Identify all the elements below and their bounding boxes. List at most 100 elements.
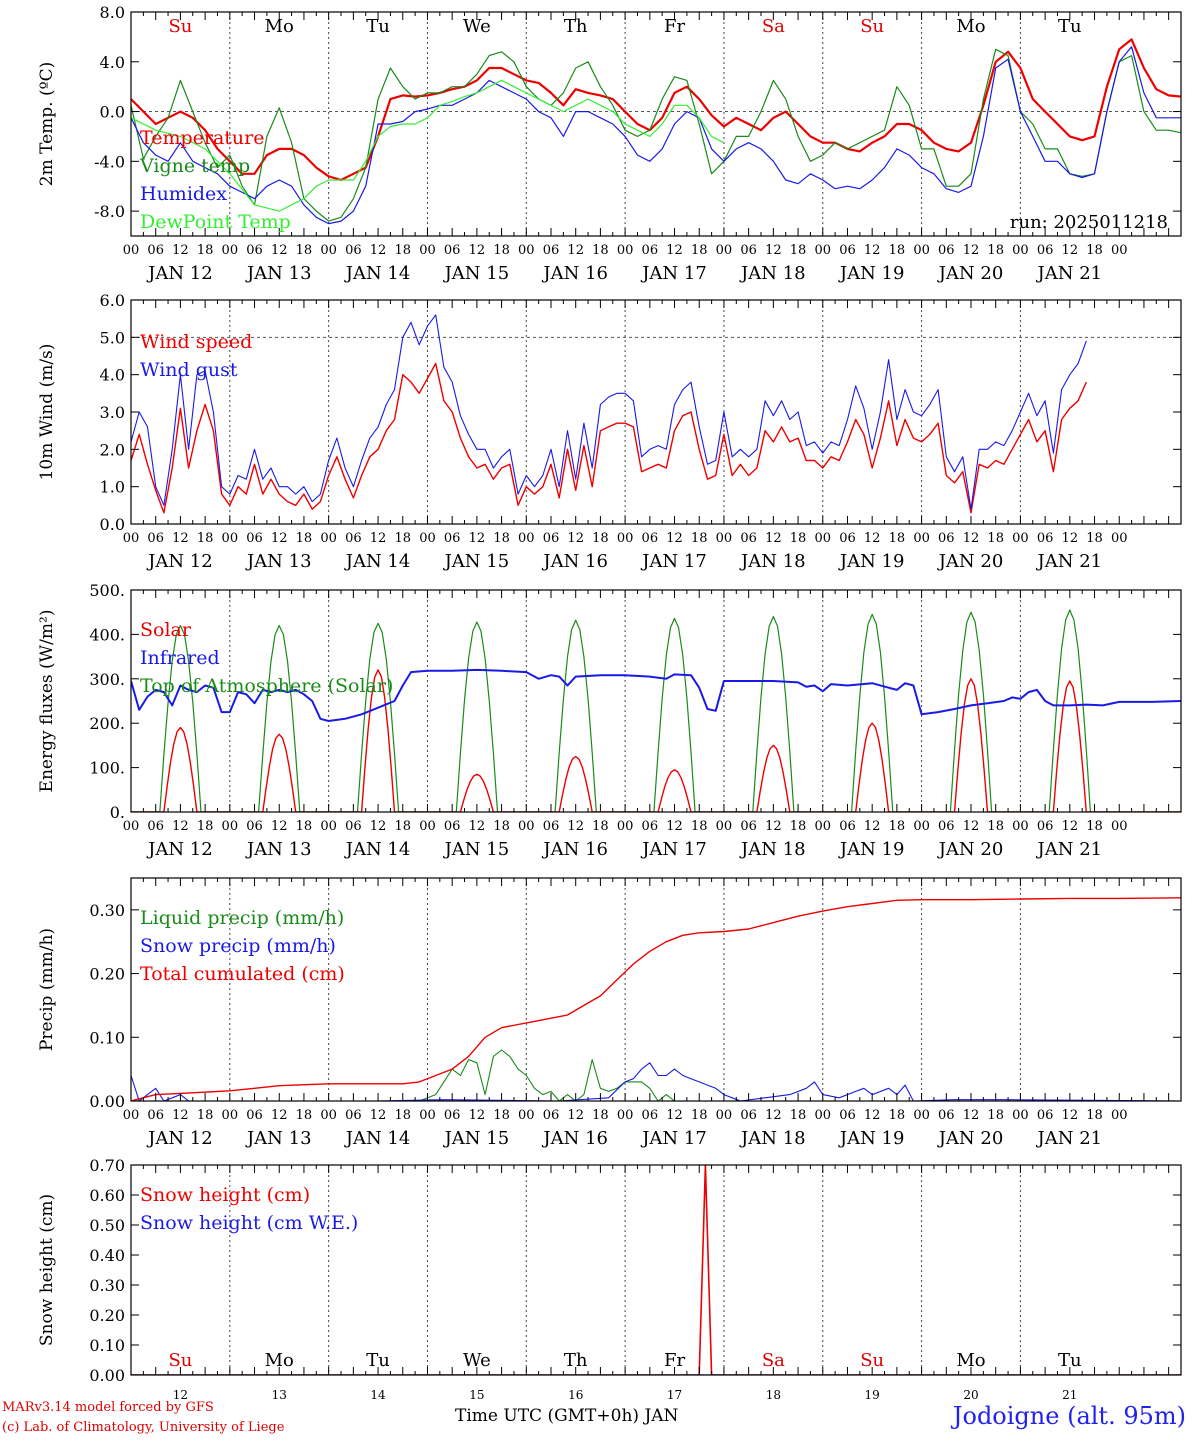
day-number-label: 18 xyxy=(766,1388,781,1402)
hour-tick-label: 18 xyxy=(592,531,609,546)
date-label: JAN 17 xyxy=(640,839,707,860)
series-humidex xyxy=(131,46,1181,225)
series-total-cumulated-cm xyxy=(131,897,1181,1101)
hour-tick-label: 18 xyxy=(296,531,313,546)
hour-tick-label: 18 xyxy=(493,531,510,546)
hour-tick-label: 00 xyxy=(913,1108,930,1123)
hour-tick-label: 12 xyxy=(567,243,584,258)
date-label: JAN 16 xyxy=(541,839,608,860)
hour-tick-label: 06 xyxy=(345,819,362,834)
weekday-label: Su xyxy=(168,16,192,37)
copyright-credit: (c) Lab. of Climatology, University of L… xyxy=(2,1420,285,1435)
weekday-label: Tu xyxy=(1058,16,1082,37)
y-tick-label: 0.30 xyxy=(89,1276,125,1295)
date-label: JAN 18 xyxy=(739,551,806,572)
weekday-label: Tu xyxy=(366,1350,390,1371)
hour-tick-label: 12 xyxy=(172,1108,189,1123)
hour-tick-label: 12 xyxy=(864,1108,881,1123)
y-tick-label: 0.0 xyxy=(100,515,125,534)
hour-tick-label: 12 xyxy=(1062,819,1079,834)
hour-tick-label: 00 xyxy=(419,531,436,546)
hour-tick-label: 12 xyxy=(172,243,189,258)
series-infrared xyxy=(131,668,1181,722)
y-axis-title: Precip (mm/h) xyxy=(37,928,57,1051)
hour-tick-label: 18 xyxy=(197,243,214,258)
hour-tick-label: 18 xyxy=(1086,531,1103,546)
hour-tick-label: 06 xyxy=(147,819,164,834)
hour-tick-label: 12 xyxy=(963,819,980,834)
hour-tick-label: 06 xyxy=(246,243,263,258)
hour-tick-label: 06 xyxy=(444,243,461,258)
hour-tick-label: 12 xyxy=(172,819,189,834)
legend-entry: Temperature xyxy=(140,127,264,149)
legend-entry: Top of Atmosphere (Solar) xyxy=(140,675,393,697)
date-label: JAN 21 xyxy=(1036,263,1103,284)
hour-tick-label: 06 xyxy=(246,819,263,834)
hour-tick-label: 06 xyxy=(740,1108,757,1123)
hour-tick-label: 00 xyxy=(913,819,930,834)
hour-tick-label: 12 xyxy=(271,531,288,546)
date-label: JAN 16 xyxy=(541,551,608,572)
hour-tick-label: 18 xyxy=(493,1108,510,1123)
hour-tick-label: 18 xyxy=(987,243,1004,258)
hour-tick-label: 06 xyxy=(642,243,659,258)
hour-tick-label: 06 xyxy=(1037,243,1054,258)
hour-tick-label: 06 xyxy=(543,531,560,546)
hour-tick-label: 18 xyxy=(1086,243,1103,258)
hour-tick-label: 06 xyxy=(938,531,955,546)
date-label: JAN 19 xyxy=(838,551,905,572)
hour-tick-label: 00 xyxy=(320,243,337,258)
legend-entry: DewPoint Temp xyxy=(140,211,291,233)
hour-tick-label: 06 xyxy=(444,819,461,834)
hour-tick-label: 00 xyxy=(814,819,831,834)
day-number-label: 13 xyxy=(272,1388,287,1402)
series-vigne-temp xyxy=(131,48,1181,222)
hour-tick-label: 06 xyxy=(147,243,164,258)
y-tick-label: 5.0 xyxy=(100,328,125,347)
hour-tick-label: 12 xyxy=(666,819,683,834)
date-label: JAN 15 xyxy=(443,1128,510,1149)
plot-frame xyxy=(130,877,1182,1102)
y-tick-label: 300. xyxy=(89,670,125,689)
date-label: JAN 13 xyxy=(245,839,312,860)
hour-tick-label: 00 xyxy=(222,243,239,258)
hour-tick-label: 00 xyxy=(518,243,535,258)
y-axis-title: Snow height (cm) xyxy=(37,1194,57,1346)
date-label: JAN 13 xyxy=(245,263,312,284)
day-number-label: 15 xyxy=(469,1388,484,1402)
hour-tick-label: 06 xyxy=(1037,1108,1054,1123)
hour-tick-label: 00 xyxy=(518,819,535,834)
hour-tick-label: 12 xyxy=(666,531,683,546)
hour-tick-label: 18 xyxy=(197,531,214,546)
y-tick-label: 400. xyxy=(89,625,125,644)
series-temperature xyxy=(131,38,1181,182)
date-label: JAN 18 xyxy=(739,839,806,860)
hour-tick-label: 12 xyxy=(271,1108,288,1123)
hour-tick-label: 00 xyxy=(617,531,634,546)
legend-entry: Infrared xyxy=(140,647,220,669)
y-axis-title: 2m Temp. (ºC) xyxy=(37,62,57,187)
legend-entry: Snow height (cm W.E.) xyxy=(140,1212,358,1234)
hour-tick-label: 06 xyxy=(345,1108,362,1123)
weekday-label: Sa xyxy=(762,16,785,37)
hour-tick-label: 06 xyxy=(740,531,757,546)
hour-tick-label: 06 xyxy=(839,1108,856,1123)
weekday-label: Th xyxy=(564,16,588,37)
date-label: JAN 14 xyxy=(344,839,411,860)
hour-tick-label: 12 xyxy=(1062,243,1079,258)
series-solar xyxy=(131,669,1181,812)
hour-tick-label: 18 xyxy=(493,243,510,258)
hour-tick-label: 18 xyxy=(987,1108,1004,1123)
panel-3: 0. 100. 200. 300. 400. 500. Energy fluxes (W/m… xyxy=(37,581,1182,860)
hour-tick-label: 12 xyxy=(567,531,584,546)
y-tick-label: 0.70 xyxy=(89,1156,125,1175)
hour-tick-label: 18 xyxy=(592,1108,609,1123)
run-label: run: 2025011218 xyxy=(1010,212,1168,233)
hour-tick-label: 12 xyxy=(370,819,387,834)
hour-tick-label: 18 xyxy=(296,819,313,834)
hour-tick-label: 00 xyxy=(1111,819,1128,834)
series-snow-precip-mm-h xyxy=(131,1062,1181,1101)
date-label: JAN 13 xyxy=(245,551,312,572)
hour-tick-label: 18 xyxy=(394,243,411,258)
hour-tick-label: 00 xyxy=(123,243,140,258)
